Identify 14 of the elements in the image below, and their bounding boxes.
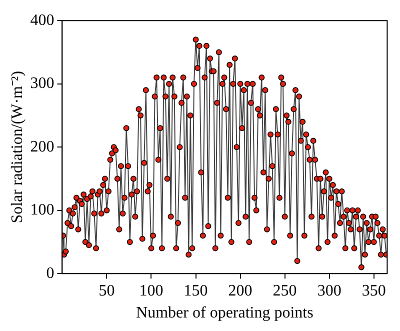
y-tick-label: 400 bbox=[30, 12, 54, 29]
x-tick-label: 50 bbox=[98, 282, 115, 300]
y-tick-label: 0 bbox=[46, 264, 54, 282]
x-tick-label: 250 bbox=[272, 282, 297, 300]
x-tick-label: 200 bbox=[228, 282, 252, 300]
x-axis-title: Number of operating points bbox=[136, 304, 314, 322]
x-tick-label: 350 bbox=[362, 282, 386, 300]
y-axis-title: Solar radiation/(W·m⁻²) bbox=[8, 70, 26, 224]
x-tick-label: 100 bbox=[139, 282, 164, 300]
y-tick-label: 200 bbox=[30, 138, 54, 156]
x-tick-label: 300 bbox=[317, 282, 342, 300]
x-tick-label: 150 bbox=[184, 282, 208, 300]
y-tick-label: 100 bbox=[30, 202, 54, 219]
y-tick-label: 300 bbox=[30, 75, 54, 92]
